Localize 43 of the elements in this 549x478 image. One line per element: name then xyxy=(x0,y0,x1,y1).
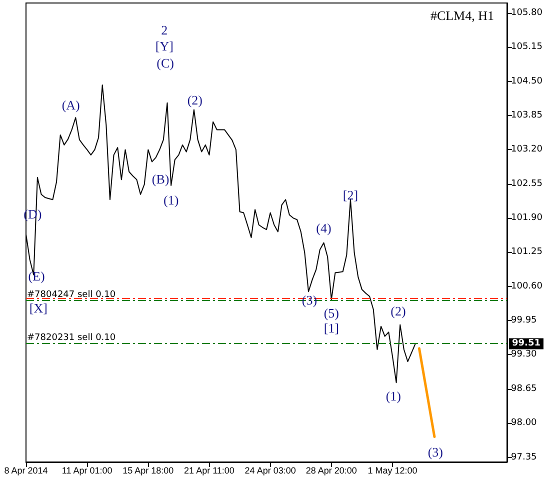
y-tick-label: 99.30 xyxy=(511,350,538,360)
y-tick-label: 104.50 xyxy=(511,76,543,86)
x-tick-label: 15 Apr 18:00 xyxy=(122,466,174,476)
y-tick-label: 103.85 xyxy=(511,110,542,121)
annotation: (4) xyxy=(316,220,332,236)
y-tick-label: 105.15 xyxy=(511,42,542,52)
annotation: (3) xyxy=(302,292,318,308)
y-tick-label: 101.25 xyxy=(511,247,542,258)
x-tick-label: 1 May 12:00 xyxy=(368,466,418,476)
y-tick-label: 98.00 xyxy=(511,418,538,428)
y-tick-label: 101.90 xyxy=(511,213,543,224)
x-tick-label: 24 Apr 03:00 xyxy=(244,466,296,476)
annotation: (1) xyxy=(163,192,179,208)
chart-title: #CLM4, H1 xyxy=(430,8,494,23)
y-tick-label: 98.65 xyxy=(511,384,537,394)
ref-line-label: #7820231 sell 0.10 xyxy=(27,333,116,344)
x-tick-label: 11 Apr 01:00 xyxy=(62,466,112,476)
annotation: (1) xyxy=(386,388,402,404)
annotation: [X] xyxy=(29,300,48,316)
annotation: (C) xyxy=(156,56,174,70)
annotation: (A) xyxy=(62,98,80,112)
annotation: (B) xyxy=(152,172,170,186)
annotation: [Y] xyxy=(155,38,174,54)
y-tick-label: 99.95 xyxy=(511,316,537,326)
x-tick-label: 21 Apr 11:00 xyxy=(184,466,234,476)
annotation: [2] xyxy=(342,188,358,202)
x-tick-label: 28 Apr 20:00 xyxy=(306,466,357,476)
line-series xyxy=(418,347,436,438)
annotation: [1] xyxy=(324,320,339,336)
y-tick-label: 100.60 xyxy=(511,281,543,292)
y-tick-label: 97.35 xyxy=(511,452,537,462)
annotation: (3) xyxy=(428,444,444,460)
y-tick-label: 103.20 xyxy=(511,144,543,155)
y-tick-label: 105.80 xyxy=(511,8,543,18)
annotation: (E) xyxy=(28,268,45,284)
ref-line-label: #7804247 sell 0.10 xyxy=(27,290,116,300)
y-tick-label: 102.55 xyxy=(511,178,542,189)
annotation: 2 xyxy=(161,22,168,38)
annotation: (2) xyxy=(390,304,406,318)
annotation: (2) xyxy=(187,92,203,108)
annotation: 99.51 xyxy=(512,338,540,349)
annotation: (5) xyxy=(324,306,339,320)
x-tick-label: 8 Apr 2014 xyxy=(4,466,48,476)
